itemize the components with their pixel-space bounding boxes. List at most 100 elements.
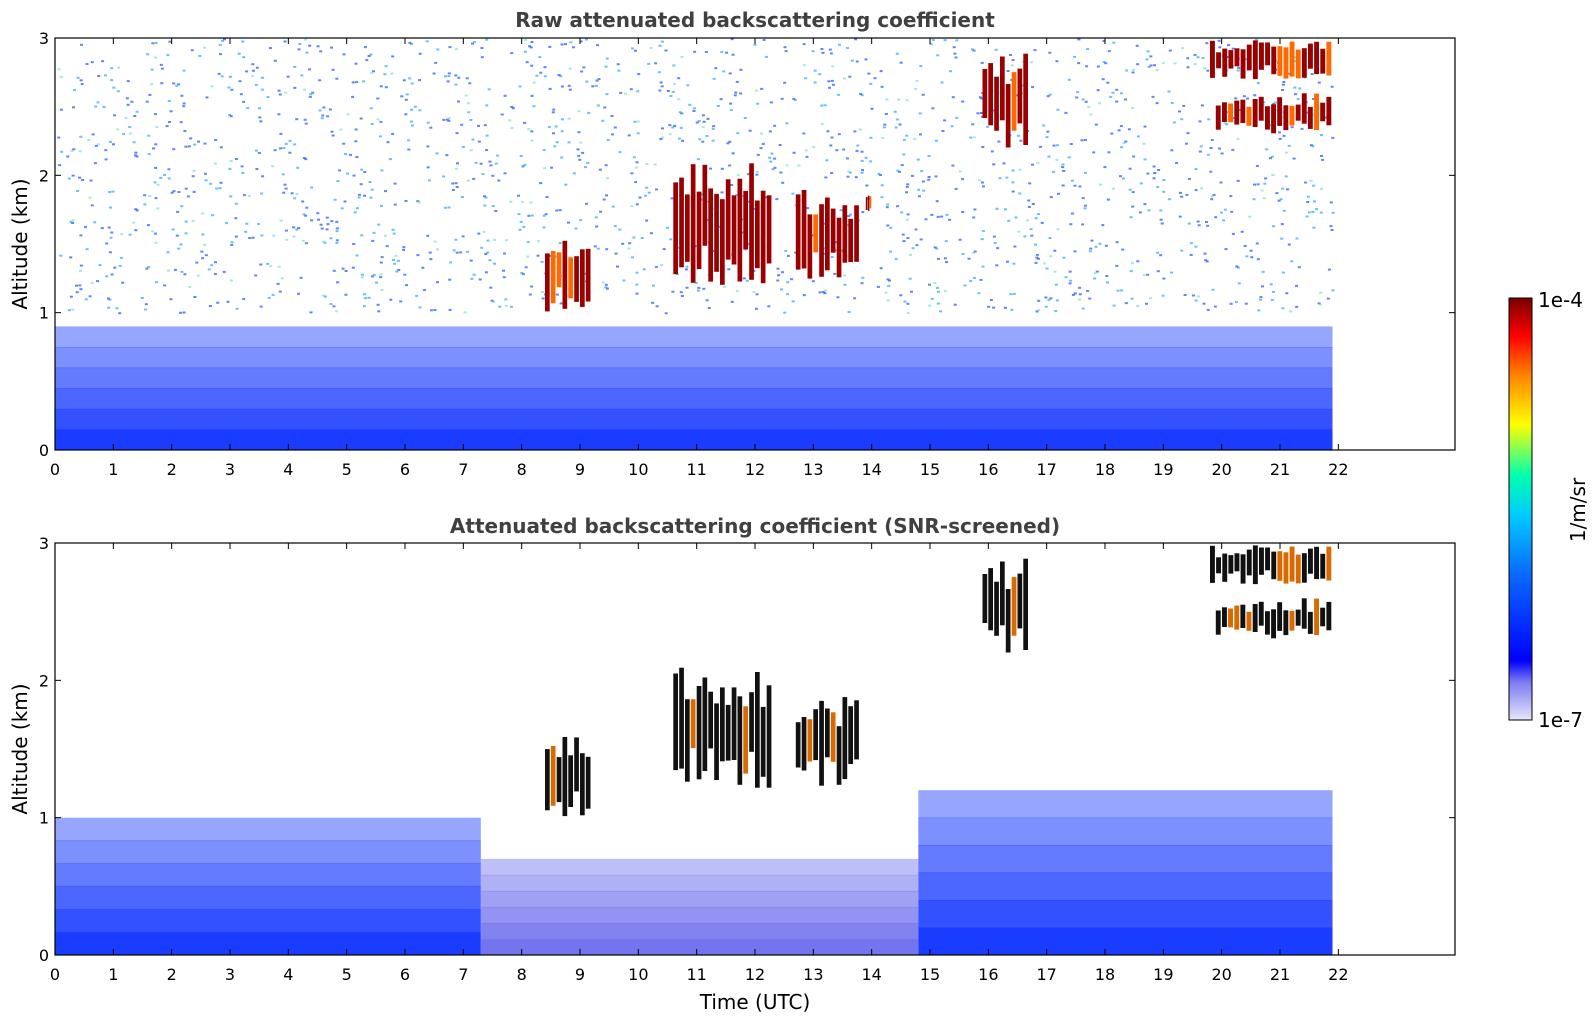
raw-noise-speck [755,173,759,176]
raw-noise-speck [1187,177,1191,180]
raw-noise-speck [791,192,795,195]
raw-noise-speck [1157,169,1161,171]
raw-noise-speck [445,154,449,157]
raw-noise-speck [1122,177,1125,180]
raw-noise-speck [1129,216,1133,219]
raw-noise-speck [451,182,455,185]
raw-noise-speck [574,227,578,230]
raw-noise-speck [1218,147,1221,150]
raw-noise-speck [295,228,299,231]
raw-noise-speck [1170,149,1174,152]
raw-noise-speck [678,111,682,114]
raw-noise-speck [1136,260,1140,263]
raw-noise-speck [278,147,282,150]
raw-x-tick-label: 3 [225,460,235,479]
raw-noise-speck [360,168,364,171]
raw-noise-speck [500,113,504,116]
raw-noise-speck [739,92,743,95]
raw-noise-speck [455,186,459,188]
raw-noise-speck [1284,175,1288,178]
raw-noise-speck [442,118,446,121]
raw-noise-speck [627,247,631,250]
raw-noise-speck [418,52,422,55]
raw-noise-speck [944,240,948,243]
raw-noise-speck [484,253,488,255]
raw-noise-speck [305,51,309,54]
raw-noise-speck [219,53,222,56]
raw-noise-speck [1280,237,1284,240]
raw-noise-speck [1131,262,1134,265]
raw-feature-0 [55,326,1333,450]
raw-noise-speck [299,276,303,279]
raw-noise-speck [1147,209,1151,212]
raw-noise-speck [735,80,739,83]
raw-noise-speck [1053,270,1057,273]
raw-noise-speck [1186,132,1190,135]
raw-noise-speck [753,43,757,46]
raw-noise-speck [477,124,480,127]
raw-noise-speck [661,127,664,130]
raw-noise-speck [919,133,922,136]
raw-noise-speck [221,39,224,42]
raw-noise-speck [413,105,417,108]
raw-noise-speck [777,274,781,277]
snr-cloud-streak [568,755,573,807]
raw-noise-speck [680,112,684,115]
raw-noise-speck [245,70,249,73]
raw-noise-speck [797,164,801,167]
raw-noise-speck [184,187,188,190]
raw-noise-speck [69,256,73,259]
raw-y-tick-label: 2 [39,166,49,185]
raw-noise-speck [182,105,186,108]
raw-noise-speck [790,278,794,281]
raw-noise-speck [113,266,117,269]
raw-heatmap [55,38,1335,450]
raw-cloud-streak [994,76,999,131]
raw-noise-speck [918,112,922,115]
raw-noise-speck [981,265,985,268]
raw-noise-speck [883,123,887,126]
raw-noise-speck [579,219,583,222]
raw-noise-speck [902,153,906,156]
raw-noise-speck [1119,92,1123,95]
raw-noise-speck [355,156,359,158]
raw-cloud-streak [702,164,708,246]
raw-noise-speck [217,72,221,75]
raw-cloud-streak [696,191,702,270]
raw-noise-speck [914,87,918,90]
raw-noise-speck [329,303,333,305]
raw-noise-speck [90,61,94,64]
raw-noise-speck [384,86,388,89]
raw-noise-speck [1136,305,1140,307]
raw-noise-speck [914,228,918,231]
raw-cloud-streak [1011,72,1017,131]
raw-noise-speck [967,257,971,260]
raw-noise-speck [182,311,186,314]
raw-noise-speck [503,252,506,255]
raw-noise-speck [1125,69,1129,72]
raw-noise-speck [1034,261,1038,264]
raw-noise-speck [1253,94,1257,97]
raw-noise-speck [939,310,943,313]
snr-cloud-streak [1295,609,1301,626]
raw-noise-speck [1270,298,1274,301]
raw-noise-speck [124,117,128,120]
raw-noise-speck [987,305,991,308]
raw-noise-speck [741,231,745,234]
raw-noise-speck [71,308,75,311]
raw-noise-speck [1203,67,1207,70]
raw-noise-speck [786,254,790,257]
raw-noise-speck [89,179,93,182]
raw-noise-speck [119,256,123,259]
raw-noise-speck [860,150,864,153]
raw-noise-speck [266,96,270,98]
raw-noise-speck [153,113,157,116]
raw-noise-speck [1105,275,1109,277]
raw-noise-speck [1036,161,1040,164]
raw-noise-speck [167,99,171,102]
raw-noise-speck [629,88,633,91]
raw-noise-speck [557,74,561,76]
raw-noise-speck [370,188,374,191]
raw-noise-speck [920,170,924,173]
raw-noise-speck [257,152,261,154]
